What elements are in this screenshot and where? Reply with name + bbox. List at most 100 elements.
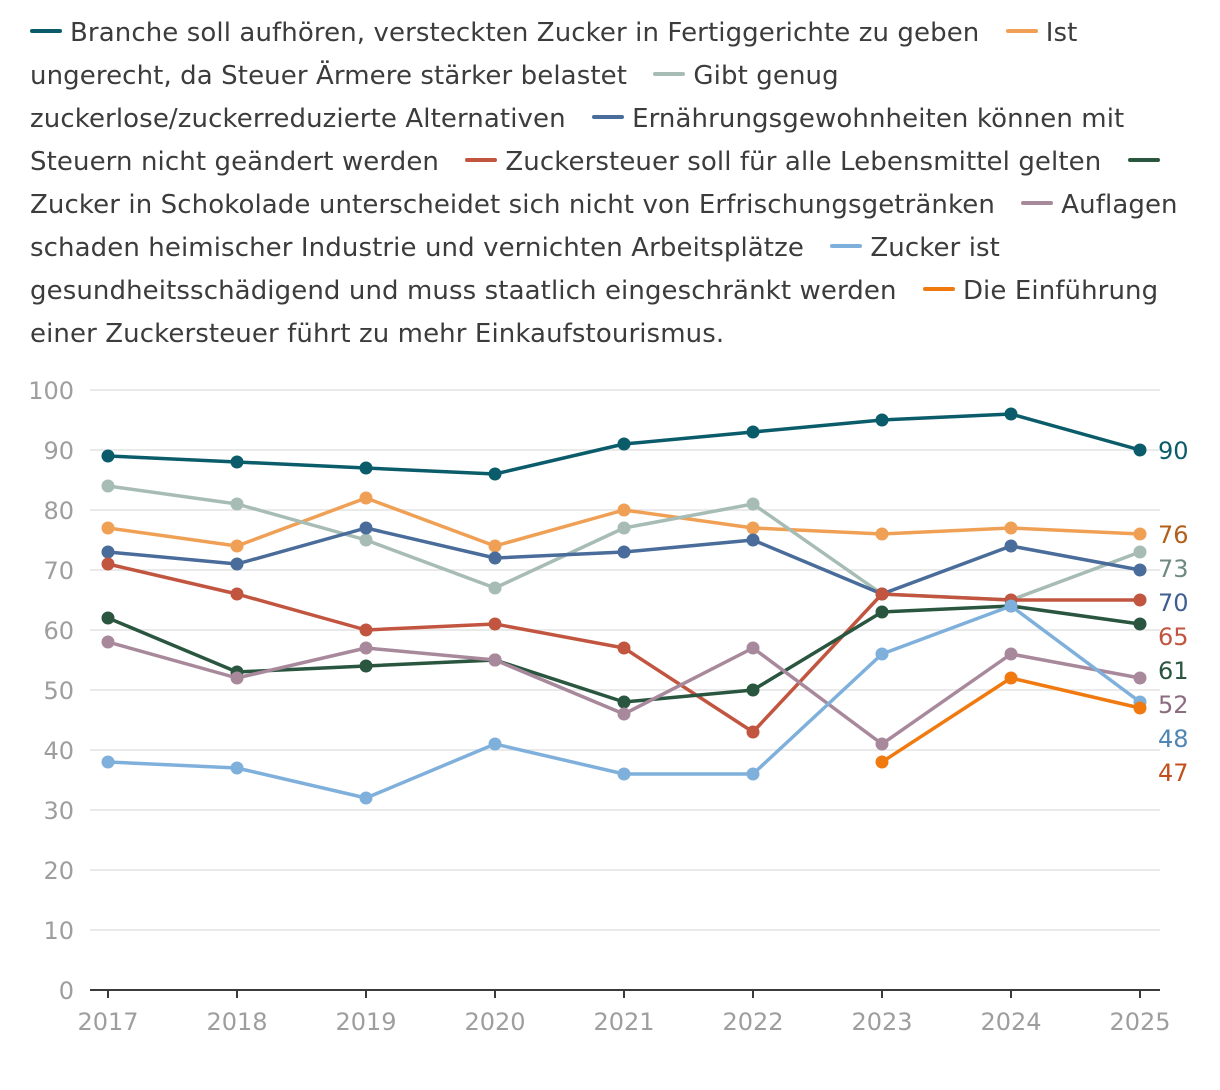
data-point [746, 767, 760, 781]
data-point [230, 761, 244, 775]
data-point [488, 737, 502, 751]
data-point [359, 521, 373, 535]
end-labels: 90 76 73 70 65 61 52 48 47 [1158, 437, 1189, 787]
y-tick-label: 50 [43, 677, 74, 705]
data-point [617, 545, 631, 559]
series-line [101, 635, 1147, 751]
data-point [101, 479, 115, 493]
y-tick-label: 80 [43, 497, 74, 525]
end-value-label: 76 [1158, 521, 1189, 549]
data-point [1133, 527, 1147, 541]
data-point [617, 695, 631, 709]
data-point [875, 413, 889, 427]
data-point [1133, 563, 1147, 577]
legend-label: Branche soll aufhören, versteckten Zucke… [70, 18, 980, 48]
y-tick-label: 60 [43, 617, 74, 645]
series-line [875, 671, 1147, 769]
series [101, 407, 1147, 805]
legend-swatch [922, 286, 955, 291]
data-point [1004, 521, 1018, 535]
legend-label: Auflagen schaden heimischer Industrie un… [30, 190, 1178, 263]
data-point [230, 539, 244, 553]
data-point [101, 635, 115, 649]
chart-legend: Branche soll aufhören, versteckten Zucke… [30, 12, 1200, 356]
legend-label: Die Einführung einer Zuckersteuer führt … [30, 276, 1159, 349]
data-point [746, 521, 760, 535]
legend-label: Gibt genug zuckerlose/zuckerreduzierte A… [30, 61, 839, 134]
legend-label: Ist ungerecht, da Steuer Ärmere stärker … [30, 18, 1078, 91]
data-point [230, 455, 244, 469]
y-tick-label: 90 [43, 437, 74, 465]
data-point [617, 641, 631, 655]
data-point [617, 707, 631, 721]
data-point [101, 449, 115, 463]
data-point [359, 659, 373, 673]
data-point [488, 653, 502, 667]
data-point [875, 605, 889, 619]
data-point [230, 587, 244, 601]
legend-swatch [465, 157, 498, 162]
legend-item: Auflagen schaden heimischer Industrie un… [30, 190, 1178, 263]
data-point [617, 521, 631, 535]
y-tick-label: 0 [59, 977, 74, 1005]
data-point [746, 641, 760, 655]
x-tick-label: 2018 [206, 1008, 267, 1036]
legend-item: Branche soll aufhören, versteckten Zucke… [30, 18, 997, 48]
series-line [101, 491, 1147, 553]
data-point [488, 581, 502, 595]
end-value-label: 61 [1158, 657, 1189, 685]
legend-item: Zuckersteuer soll für alle Lebensmittel … [465, 147, 1119, 177]
legend-swatch [830, 243, 863, 248]
data-point [359, 461, 373, 475]
data-point [746, 533, 760, 547]
data-point [488, 467, 502, 481]
data-point [1133, 617, 1147, 631]
data-point [617, 767, 631, 781]
data-point [488, 551, 502, 565]
x-tick-label: 2025 [1109, 1008, 1170, 1036]
x-tick-label: 2020 [464, 1008, 525, 1036]
data-point [101, 521, 115, 535]
end-value-label: 52 [1158, 691, 1189, 719]
series-line [101, 479, 1147, 607]
data-point [230, 671, 244, 685]
data-point [1133, 671, 1147, 685]
data-point [101, 611, 115, 625]
data-point [746, 497, 760, 511]
data-point [875, 737, 889, 751]
data-point [230, 557, 244, 571]
y-tick-label: 100 [28, 377, 74, 405]
data-point [488, 539, 502, 553]
data-point [875, 527, 889, 541]
legend-label: Zucker in Schokolade unterscheidet sich … [30, 190, 995, 220]
legend-swatch [1127, 157, 1160, 162]
y-tick-label: 70 [43, 557, 74, 585]
y-tick-label: 40 [43, 737, 74, 765]
data-point [101, 755, 115, 769]
data-point [230, 497, 244, 511]
legend-swatch [653, 71, 686, 76]
series-line [101, 407, 1147, 481]
data-point [1004, 407, 1018, 421]
data-point [617, 437, 631, 451]
legend-swatch [592, 114, 625, 119]
data-point [1004, 647, 1018, 661]
y-tick-label: 30 [43, 797, 74, 825]
data-point [617, 503, 631, 517]
data-point [488, 617, 502, 631]
x-tick-label: 2022 [722, 1008, 783, 1036]
end-value-label: 47 [1158, 759, 1189, 787]
data-point [1133, 443, 1147, 457]
axes: 0 10 20 30 40 50 60 70 80 90 100 2017 2018 2019 2020 20… [28, 377, 1170, 1036]
data-point [359, 791, 373, 805]
legend-item: Zucker in Schokolade unterscheidet sich … [30, 147, 1168, 220]
end-value-label: 48 [1158, 725, 1189, 753]
data-point [359, 623, 373, 637]
data-point [101, 557, 115, 571]
legend-item: Die Einführung einer Zuckersteuer führt … [30, 276, 1158, 349]
data-point [1004, 599, 1018, 613]
x-tick-label: 2021 [593, 1008, 654, 1036]
legend-item: Zucker ist gesundheitsschädigend und mus… [30, 233, 1000, 306]
legend-swatch [30, 28, 62, 33]
x-tick-label: 2017 [77, 1008, 138, 1036]
